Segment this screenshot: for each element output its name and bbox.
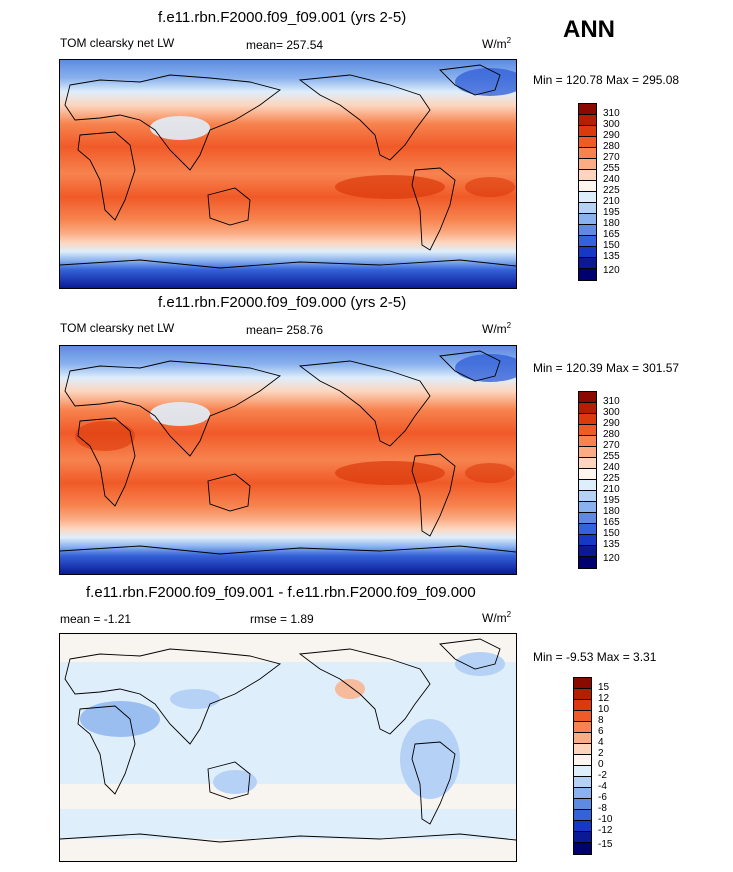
season-label: ANN [563, 16, 615, 43]
panel-1-colorbar: 310 300 290 280 270 255 240 225 210 195 … [578, 103, 638, 283]
panel-3-units: W/m2 [482, 610, 512, 625]
colorbar-label: 12 [598, 693, 610, 704]
colorbar-swatch [573, 842, 592, 855]
colorbar-label: 280 [603, 429, 620, 440]
panel-2-colorbar: 310 300 290 280 270 255 240 225 210 195 … [578, 391, 638, 571]
panel-2-minmax: Min = 120.39 Max = 301.57 [533, 361, 680, 375]
colorbar-swatch [578, 268, 597, 281]
panel-1-units: W/m2 [482, 36, 512, 51]
colorbar-label: -10 [598, 814, 613, 825]
panel-3-rmse: rmse = 1.89 [250, 612, 314, 626]
colorbar-label: 165 [603, 229, 620, 240]
colorbar-label: 210 [603, 484, 620, 495]
map-3-svg [60, 634, 516, 861]
map-2-svg [60, 346, 516, 574]
panel-1-map [59, 59, 517, 289]
colorbar-label: 255 [603, 451, 620, 462]
colorbar-label: 300 [603, 407, 620, 418]
panel-2-field-label: TOM clearsky net LW [60, 321, 175, 335]
colorbar-label: -2 [598, 770, 607, 781]
panel-1-title: f.e11.rbn.F2000.f09_f09.001 (yrs 2-5) [158, 9, 407, 26]
colorbar-label: 15 [598, 682, 610, 693]
colorbar-label: 240 [603, 462, 620, 473]
colorbar-label: 120 [603, 265, 620, 276]
panel-1-field-label: TOM clearsky net LW [60, 36, 175, 50]
colorbar-label: 240 [603, 174, 620, 185]
colorbar-label: 225 [603, 185, 620, 196]
colorbar-label: 210 [603, 196, 620, 207]
colorbar-label: 8 [598, 715, 604, 726]
colorbar-label: 255 [603, 163, 620, 174]
panel-2-title: f.e11.rbn.F2000.f09_f09.000 (yrs 2-5) [158, 294, 407, 311]
colorbar-label: 270 [603, 440, 620, 451]
colorbar-label: 10 [598, 704, 610, 715]
colorbar-label: 6 [598, 726, 604, 737]
colorbar-label: 2 [598, 748, 604, 759]
colorbar-label: 4 [598, 737, 604, 748]
colorbar-label: 120 [603, 553, 620, 564]
panel-3-colorbar: 15 12 10 8 6 4 2 0 -2 -4 -6 -8 -10 -12 -… [573, 677, 633, 857]
colorbar-label: 300 [603, 119, 620, 130]
colorbar-label: 310 [603, 396, 620, 407]
colorbar-label: 180 [603, 218, 620, 229]
colorbar-label: 150 [603, 240, 620, 251]
colorbar-label: 195 [603, 495, 620, 506]
panel-2-map [59, 345, 517, 575]
panel-2-mean: mean= 258.76 [246, 323, 324, 337]
colorbar-label: 195 [603, 207, 620, 218]
colorbar-label: 225 [603, 473, 620, 484]
colorbar-label: 280 [603, 141, 620, 152]
panel-3-title: f.e11.rbn.F2000.f09_f09.001 - f.e11.rbn.… [86, 584, 476, 601]
panel-3-minmax: Min = -9.53 Max = 3.31 [533, 650, 657, 664]
panel-3-map [59, 633, 517, 862]
colorbar-label: 290 [603, 418, 620, 429]
colorbar-label: -4 [598, 781, 607, 792]
panel-1-minmax: Min = 120.78 Max = 295.08 [533, 73, 680, 87]
colorbar-label: -12 [598, 825, 613, 836]
colorbar-label: 150 [603, 528, 620, 539]
colorbar-label: 0 [598, 759, 604, 770]
colorbar-label: 135 [603, 539, 620, 550]
map-1-svg [60, 60, 516, 288]
colorbar-label: 290 [603, 130, 620, 141]
colorbar-label: 270 [603, 152, 620, 163]
colorbar-label: -15 [598, 839, 613, 850]
colorbar-label: 135 [603, 251, 620, 262]
colorbar-label: 310 [603, 108, 620, 119]
colorbar-label: 180 [603, 506, 620, 517]
colorbar-label: -6 [598, 792, 607, 803]
colorbar-label: 165 [603, 517, 620, 528]
panel-3-mean: mean = -1.21 [60, 612, 132, 626]
panel-2-units: W/m2 [482, 321, 512, 336]
panel-1-mean: mean= 257.54 [246, 38, 324, 52]
colorbar-swatch [578, 556, 597, 569]
colorbar-label: -8 [598, 803, 607, 814]
